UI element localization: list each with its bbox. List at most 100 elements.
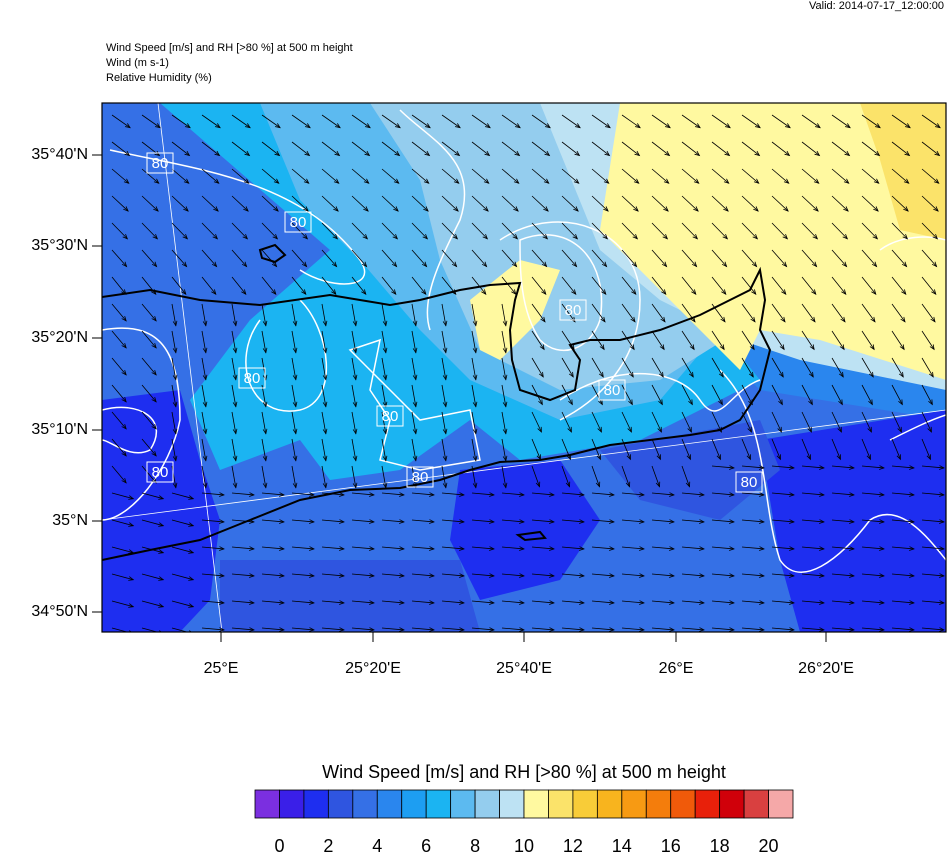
wind-arrow <box>741 222 758 240</box>
wind-arrow <box>861 519 884 523</box>
wind-arrow-head <box>939 519 945 524</box>
contour-label-box <box>284 211 312 233</box>
wind-arrow-head <box>121 261 128 268</box>
wind-arrow <box>441 438 447 461</box>
wind-arrow-head <box>873 206 879 212</box>
wind-arrow-head <box>539 344 545 351</box>
wind-arrow <box>861 411 872 433</box>
wind-arrow <box>321 600 344 604</box>
wind-arrow-head <box>723 206 729 212</box>
wind-arrow-head <box>369 519 375 524</box>
wind-arrow-head <box>632 233 639 240</box>
wind-arrow <box>771 303 786 323</box>
wind-arrow-head <box>729 627 735 632</box>
wind-arrow-head <box>631 261 638 268</box>
wind-arrow-head <box>361 261 368 268</box>
colorbar-tick-label: 20 <box>759 836 779 854</box>
wind-arrow-head <box>777 426 782 433</box>
wind-arrow-head <box>502 428 508 435</box>
wind-arrow <box>531 438 541 460</box>
wind-arrow <box>681 438 691 460</box>
wind-arrow <box>321 249 337 267</box>
wind-arrow-head <box>451 261 458 268</box>
wind-arrow <box>771 249 787 267</box>
wind-arrow <box>561 600 584 604</box>
wind-arrow-head <box>699 519 705 524</box>
wind-arrow-head <box>549 492 555 497</box>
wind-arrow-head <box>331 289 337 295</box>
wind-arrow <box>771 627 794 631</box>
wind-arrow <box>201 411 207 434</box>
wind-arrow <box>561 411 572 433</box>
wind-arrow-head <box>595 481 601 488</box>
wind-arrow-head <box>843 178 850 184</box>
wind-arrow-head <box>158 603 165 608</box>
wind-arrow <box>111 600 134 608</box>
wind-arrow-head <box>568 371 574 378</box>
wind-arrow <box>411 384 417 407</box>
wind-arrow <box>711 492 734 496</box>
wind-arrow <box>261 195 279 212</box>
wind-arrow-head <box>784 150 791 157</box>
wind-arrow <box>861 465 884 469</box>
wind-arrow-head <box>812 233 819 240</box>
wind-arrow-head <box>849 627 855 632</box>
coastline <box>102 243 772 561</box>
wind-arrow <box>141 114 161 128</box>
wind-arrow <box>921 141 940 156</box>
wind-arrow <box>801 411 812 433</box>
wind-arrow <box>711 411 722 433</box>
wind-arrow-head <box>271 261 278 268</box>
wind-arrow <box>351 411 357 434</box>
wind-arrow <box>741 438 751 460</box>
wind-arrow-head <box>603 178 610 184</box>
wind-arrow-head <box>658 399 663 406</box>
wind-arrow-head <box>279 600 285 605</box>
wind-arrow-head <box>309 492 315 497</box>
wind-arrow-head <box>482 233 489 240</box>
wind-arrow-head <box>879 600 885 605</box>
wind-arrow-head <box>429 492 435 497</box>
wind-arrow <box>381 465 387 488</box>
wind-arrow-head <box>849 600 855 605</box>
wind-arrow <box>321 438 327 461</box>
wind-arrow <box>381 546 404 550</box>
wind-arrow <box>471 357 477 380</box>
wind-arrow <box>651 546 674 550</box>
wind-arrow <box>741 384 753 405</box>
wind-arrow-head <box>789 492 795 497</box>
wind-arrow <box>621 249 637 267</box>
wind-arrow <box>651 573 674 577</box>
wind-arrow <box>501 438 507 461</box>
wind-arrow <box>621 384 633 405</box>
wind-arrow <box>261 114 281 128</box>
colorbar-swatch <box>572 789 598 819</box>
wind-arrow-head <box>663 178 670 184</box>
wind-arrow-head <box>262 374 268 381</box>
wind-arrow-head <box>639 573 645 578</box>
wind-arrow-head <box>489 627 495 632</box>
wind-arrow-head <box>717 426 722 433</box>
wind-arrow-head <box>391 261 398 268</box>
wind-arrow-head <box>868 399 873 406</box>
wind-arrow <box>321 141 340 156</box>
wind-arrow-head <box>639 492 645 497</box>
wind-arrow-head <box>759 573 765 578</box>
wind-arrow <box>231 519 254 523</box>
wind-arrow-head <box>249 546 255 551</box>
contour-label-box <box>146 152 174 174</box>
wind-arrow-head <box>930 316 936 323</box>
wind-arrow <box>171 141 190 156</box>
wind-arrow-head <box>661 289 667 295</box>
wind-arrow-head <box>339 492 345 497</box>
colorbar-swatch <box>548 789 574 819</box>
wind-arrow <box>111 573 134 581</box>
wind-arrow <box>801 114 821 128</box>
wind-arrow <box>441 546 464 550</box>
wind-arrow-head <box>600 316 606 323</box>
wind-arrow-head <box>511 261 518 268</box>
colorbar-tick-label: 2 <box>323 836 333 854</box>
wind-arrow <box>111 465 127 484</box>
wind-arrow <box>681 141 700 156</box>
wind-arrow <box>801 465 824 469</box>
